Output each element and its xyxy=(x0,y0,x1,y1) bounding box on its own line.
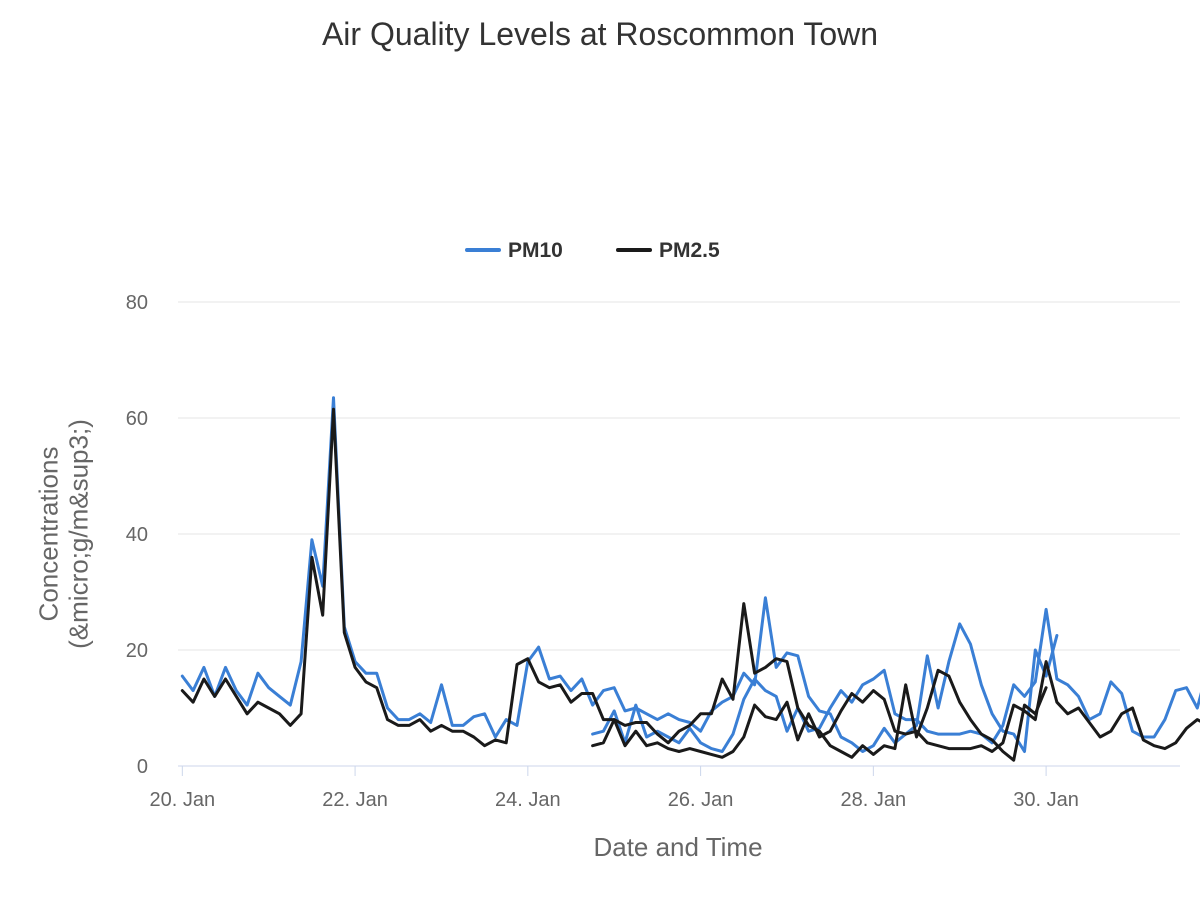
series-line-segment xyxy=(180,396,1059,753)
y-tick-label: 40 xyxy=(126,524,148,546)
legend-label-pm25: PM2.5 xyxy=(659,239,720,262)
x-tick-label: 28. Jan xyxy=(841,789,907,811)
y-tick-label: 60 xyxy=(126,408,148,430)
x-tick-label: 30. Jan xyxy=(1013,789,1079,811)
series-lines xyxy=(180,396,1200,762)
x-tick-label: 20. Jan xyxy=(150,789,216,811)
legend-label-pm10: PM10 xyxy=(508,239,563,262)
grid-lines xyxy=(178,301,1180,651)
x-tick-label: 26. Jan xyxy=(668,789,734,811)
chart-title: Air Quality Levels at Roscommon Town xyxy=(322,16,878,52)
y-tick-label: 0 xyxy=(137,756,148,778)
legend-item-pm10[interactable]: PM10 xyxy=(465,239,563,262)
y-tick-label: 20 xyxy=(126,640,148,662)
y-axis-title-line: (&micro;g/m&sup3;) xyxy=(63,419,93,649)
legend: PM10 PM2.5 xyxy=(465,239,720,262)
x-tick-label: 22. Jan xyxy=(322,789,388,811)
y-axis-title: Concentrations(&micro;g/m&sup3;) xyxy=(33,419,93,649)
series-line-segment xyxy=(180,407,1048,762)
y-axis-title-line: Concentrations xyxy=(33,447,63,622)
x-axis-title: Date and Time xyxy=(593,832,762,862)
x-tick-label: 24. Jan xyxy=(495,789,561,811)
legend-item-pm25[interactable]: PM2.5 xyxy=(616,239,720,262)
y-axis-ticks: 0 20 40 60 80 xyxy=(126,292,148,778)
series-line-segment xyxy=(591,660,1200,759)
y-tick-label: 80 xyxy=(126,292,148,314)
x-axis: 20. Jan 22. Jan 24. Jan 26. Jan 28. Jan 30. J… xyxy=(150,765,1180,811)
series-pm25[interactable] xyxy=(180,407,1200,762)
series-line-segment xyxy=(591,607,1200,753)
